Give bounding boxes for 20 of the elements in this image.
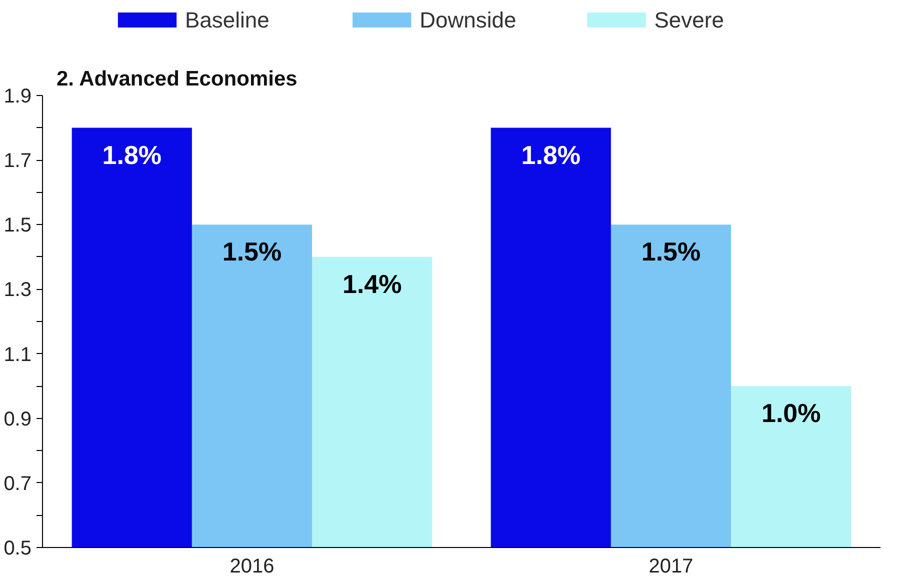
- y-tick-label: 1.1: [4, 344, 32, 366]
- data-label: 1.0%: [761, 398, 821, 428]
- y-tick-label: 0.5: [4, 538, 32, 560]
- chart-title: 2. Advanced Economies: [56, 68, 298, 90]
- y-tick-label: 0.9: [4, 408, 32, 430]
- data-label: 1.8%: [102, 140, 162, 170]
- legend-label: Downside: [420, 8, 516, 32]
- legend-label: Severe: [654, 8, 724, 32]
- data-label: 1.8%: [521, 140, 581, 170]
- data-label: 1.5%: [641, 236, 701, 267]
- data-label: 1.4%: [342, 268, 402, 299]
- y-tick-label: 1.7: [4, 150, 32, 172]
- y-tick-label: 1.9: [4, 86, 32, 108]
- x-tick-label: 2017: [648, 556, 694, 578]
- y-tick-label: 1.3: [4, 279, 32, 302]
- y-tick-label: 1.5: [4, 214, 32, 237]
- y-tick-label: 0.7: [4, 472, 32, 495]
- legend-label: Baseline: [184, 8, 270, 32]
- data-label: 1.5%: [222, 236, 282, 267]
- x-tick-label: 2016: [230, 556, 274, 578]
